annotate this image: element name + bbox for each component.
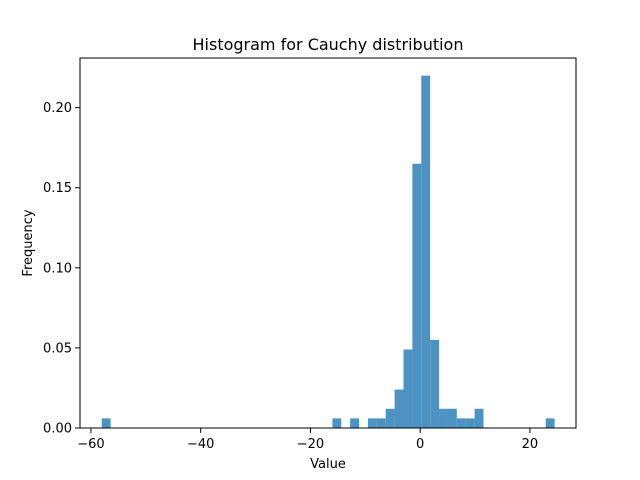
x-tick-label: −40 bbox=[187, 437, 214, 452]
histogram-bar bbox=[350, 418, 360, 428]
y-axis-ticks: 0.00 0.05 0.10 0.15 0.20 bbox=[43, 101, 80, 437]
histogram-bar bbox=[332, 418, 342, 428]
histogram-bar bbox=[101, 418, 111, 428]
histogram-bar bbox=[385, 408, 395, 428]
y-tick-label: 0.05 bbox=[43, 341, 72, 356]
bars-group bbox=[101, 75, 555, 428]
y-tick-label: 0.10 bbox=[43, 261, 72, 276]
x-tick-label: 0 bbox=[416, 437, 424, 452]
histogram-bar bbox=[394, 389, 404, 428]
y-axis-label: Frequency bbox=[21, 209, 36, 276]
histogram-bar bbox=[447, 408, 457, 428]
histogram-bar bbox=[403, 349, 413, 428]
chart-title: Histogram for Cauchy distribution bbox=[193, 35, 464, 54]
histogram-bar bbox=[456, 418, 466, 428]
x-tick-label: −20 bbox=[297, 437, 324, 452]
x-tick-label: −60 bbox=[77, 437, 104, 452]
x-axis-label: Value bbox=[310, 457, 346, 472]
histogram-bar bbox=[421, 75, 431, 428]
y-tick-label: 0.00 bbox=[43, 422, 72, 437]
histogram-bar bbox=[412, 163, 422, 428]
histogram-bar bbox=[367, 418, 377, 428]
histogram-bar bbox=[465, 418, 475, 428]
y-tick-label: 0.20 bbox=[43, 101, 72, 116]
histogram-bar bbox=[439, 408, 448, 428]
histogram-bar bbox=[376, 418, 386, 428]
histogram-bar bbox=[474, 408, 484, 428]
histogram-bar bbox=[430, 339, 440, 428]
x-tick-label: 20 bbox=[522, 437, 539, 452]
histogram-bar bbox=[545, 418, 555, 428]
x-axis-ticks: −60 −40 −20 0 20 bbox=[77, 428, 538, 452]
y-tick-label: 0.15 bbox=[43, 181, 72, 196]
plot-area-frame bbox=[79, 57, 577, 429]
